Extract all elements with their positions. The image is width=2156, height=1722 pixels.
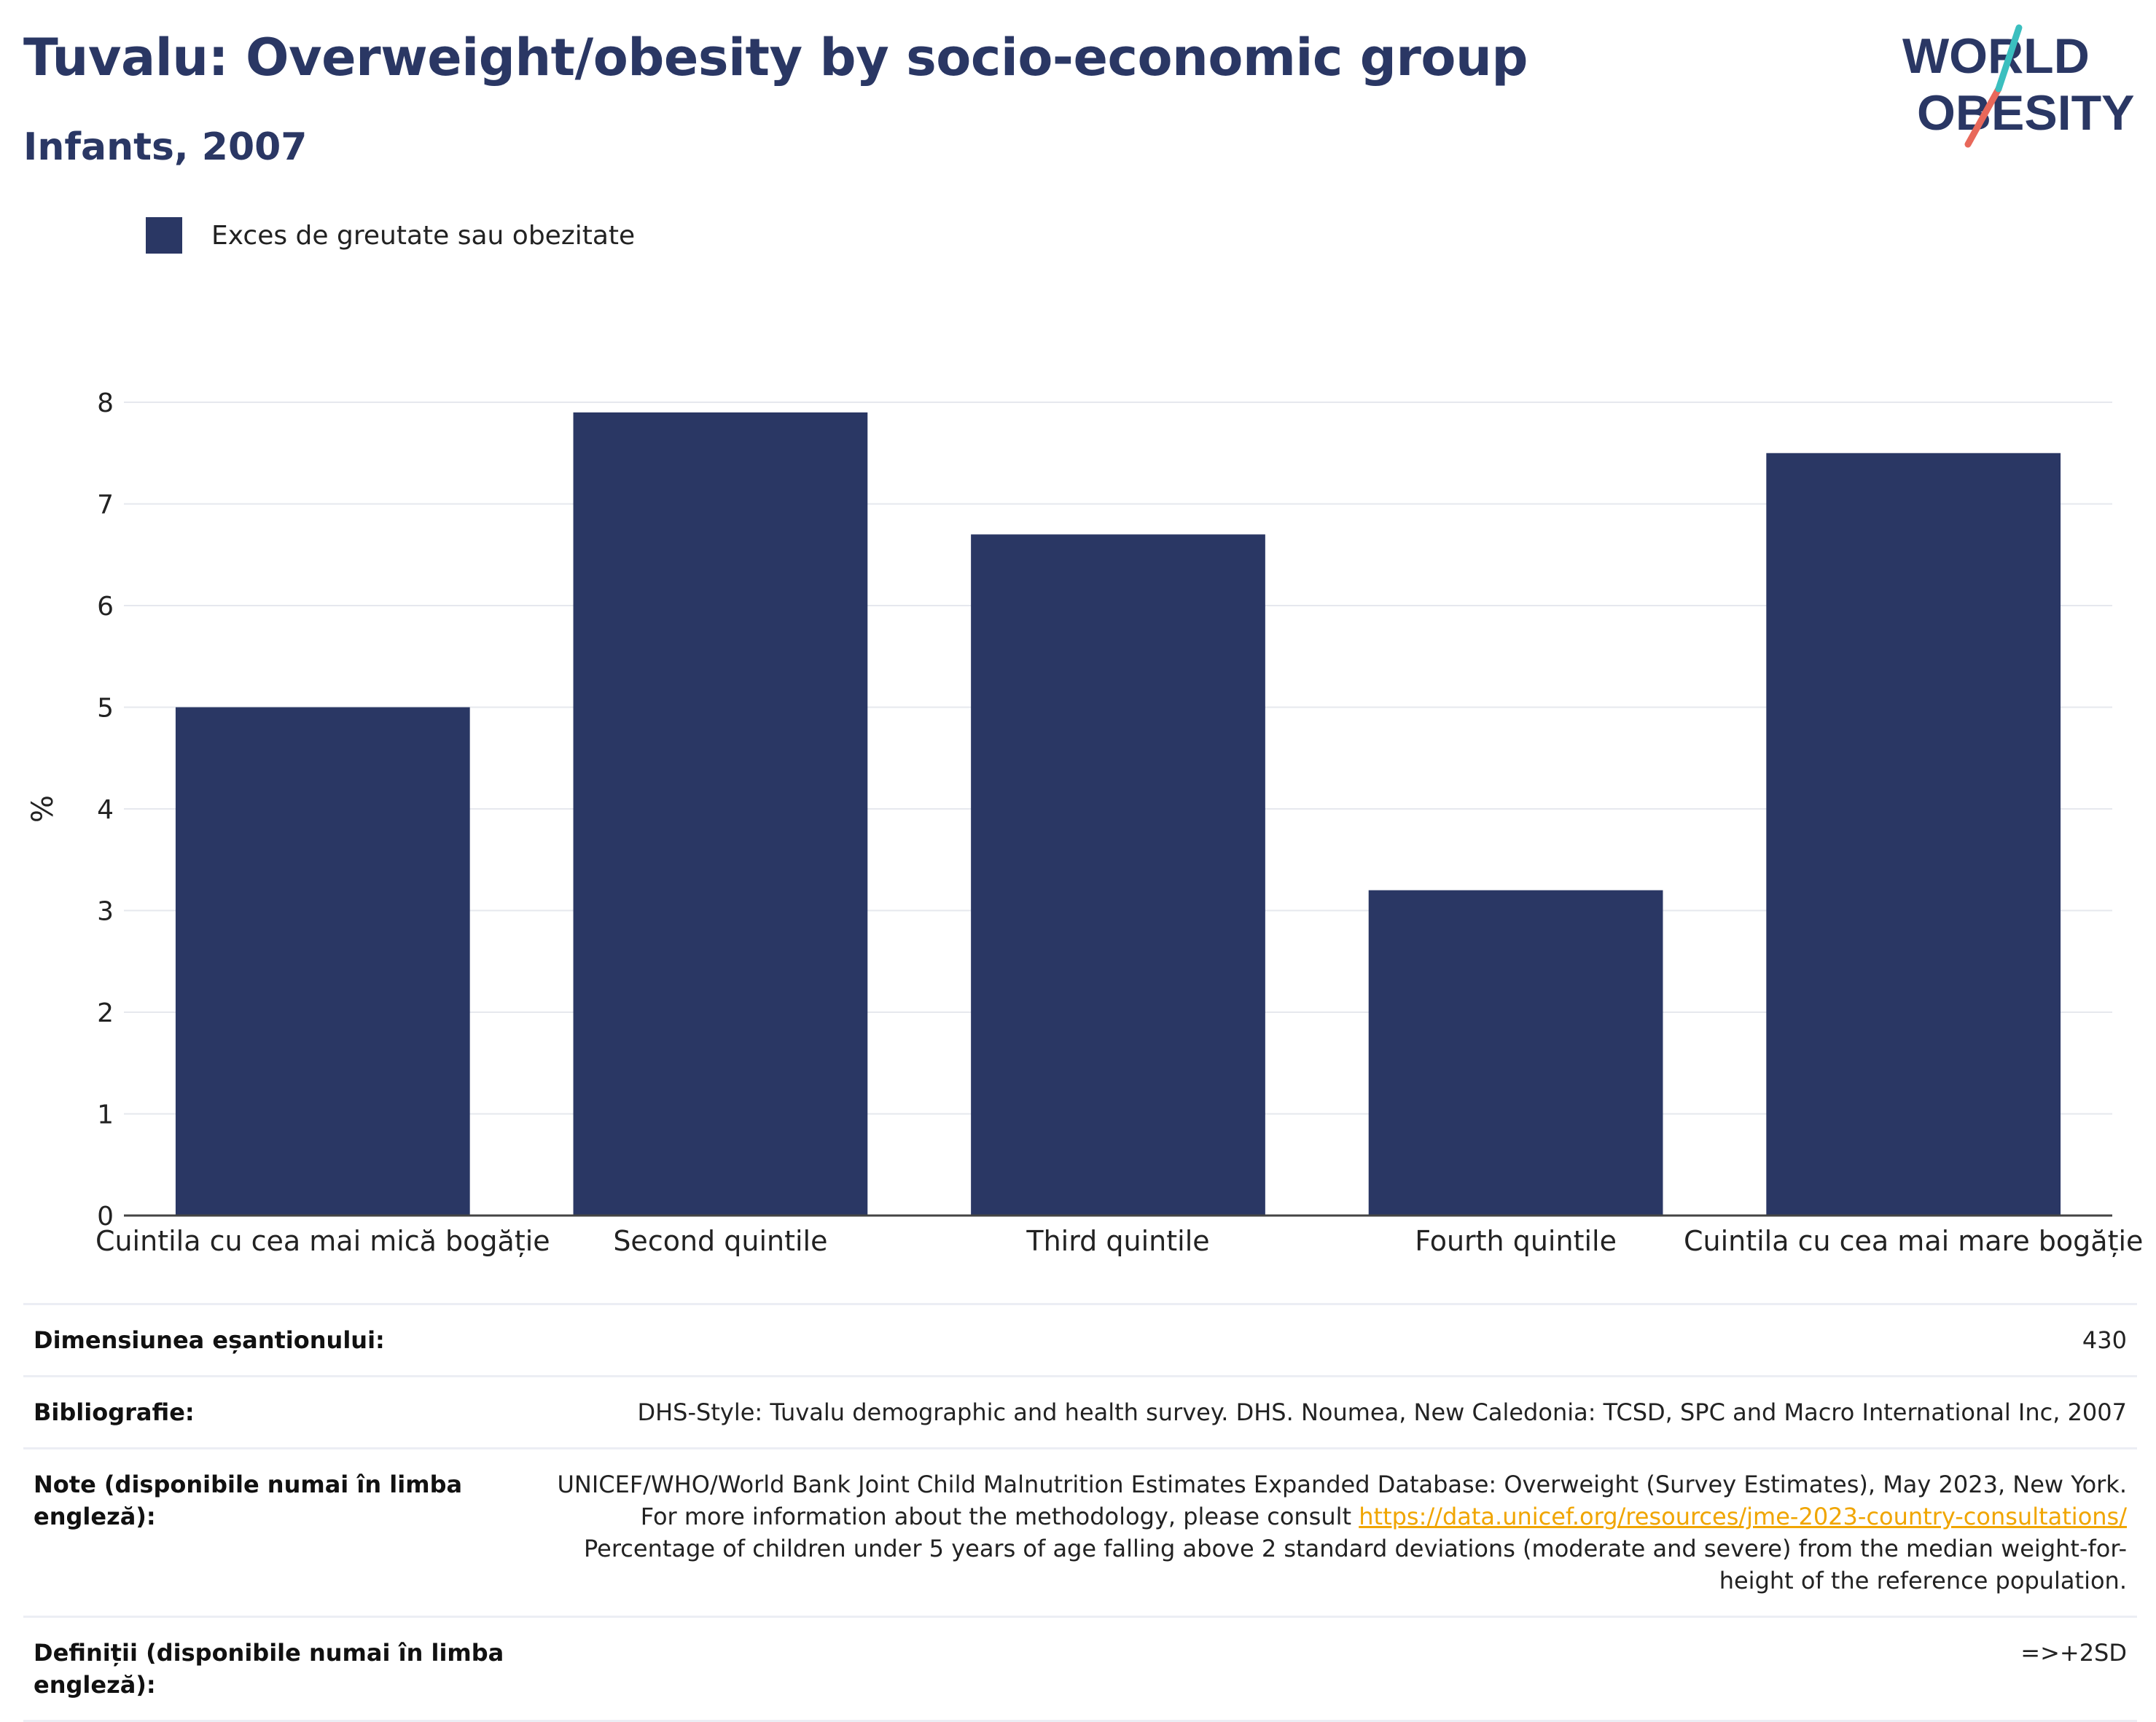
notes-text: UNICEF/WHO/World Bank Joint Child Malnut… [557, 1471, 2128, 1530]
chart-subtitle: Infants, 2007 [23, 125, 308, 169]
y-tick-label: 3 [97, 897, 114, 927]
definitions-value: =>+2SD [2020, 1639, 2127, 1667]
y-tick-label: 1 [97, 1100, 114, 1130]
notes-row: Note (disponibile numai în limba engleză… [23, 1447, 2137, 1616]
notes-link[interactable]: https://data.unicef.org/resources/jme-20… [1359, 1503, 2127, 1530]
metadata-table: Dimensiunea eșantionului: 430 Bibliograf… [23, 1303, 2137, 1722]
bar [1766, 453, 2061, 1216]
y-tick-label: 7 [97, 490, 114, 520]
chart-title: Tuvalu: Overweight/obesity by socio-econ… [23, 28, 1528, 87]
bar [175, 707, 470, 1216]
sample-size-value: 430 [2082, 1326, 2127, 1354]
legend-label: Exces de greutate sau obezitate [211, 220, 636, 251]
x-tick-label: Third quintile [1026, 1225, 1209, 1257]
bibliography-label: Bibliografie: [34, 1398, 195, 1426]
bar [1368, 890, 1663, 1216]
logo-line2: OBESITY [1917, 85, 2135, 141]
y-tick-label: 5 [97, 694, 114, 724]
y-tick-label: 6 [97, 592, 114, 622]
world-obesity-logo: WORLD OBESITY [1902, 24, 2135, 148]
y-tick-label: 4 [97, 795, 114, 825]
bar [573, 412, 868, 1216]
y-axis-label: % [26, 795, 60, 823]
bibliography-row: Bibliografie: DHS-Style: Tuvalu demograp… [23, 1375, 2137, 1447]
notes-label: Note (disponibile numai în limba engleză… [34, 1471, 463, 1530]
bar [971, 534, 1265, 1216]
sample-size-row: Dimensiunea eșantionului: 430 [23, 1303, 2137, 1375]
y-tick-label: 0 [97, 1202, 114, 1232]
definitions-label: Definiții (disponibile numai în limba en… [34, 1639, 504, 1699]
bibliography-value: DHS-Style: Tuvalu demographic and health… [637, 1398, 2127, 1426]
y-tick-label: 8 [97, 388, 114, 418]
notes-text-2: Percentage of children under 5 years of … [584, 1535, 2127, 1594]
legend: Exces de greutate sau obezitate [146, 217, 635, 254]
legend-swatch [146, 217, 182, 254]
x-tick-label: Cuintila cu cea mai mică bogăție [95, 1225, 550, 1257]
x-tick-label: Cuintila cu cea mai mare bogăție [1684, 1225, 2143, 1257]
bar-chart: 0 1 2 3 4 5 6 7 8% Cuintila cu cea mai mică bogăț… [26, 388, 2143, 1257]
y-tick-label: 2 [97, 998, 114, 1028]
logo-line1: WORLD [1902, 28, 2090, 84]
definitions-row: Definiții (disponibile numai în limba en… [23, 1616, 2137, 1722]
x-tick-label: Fourth quintile [1415, 1225, 1617, 1257]
notes-value: UNICEF/WHO/World Bank Joint Child Malnut… [544, 1468, 2128, 1597]
x-tick-label: Second quintile [613, 1225, 827, 1257]
sample-size-label: Dimensiunea eșantionului: [34, 1326, 385, 1354]
